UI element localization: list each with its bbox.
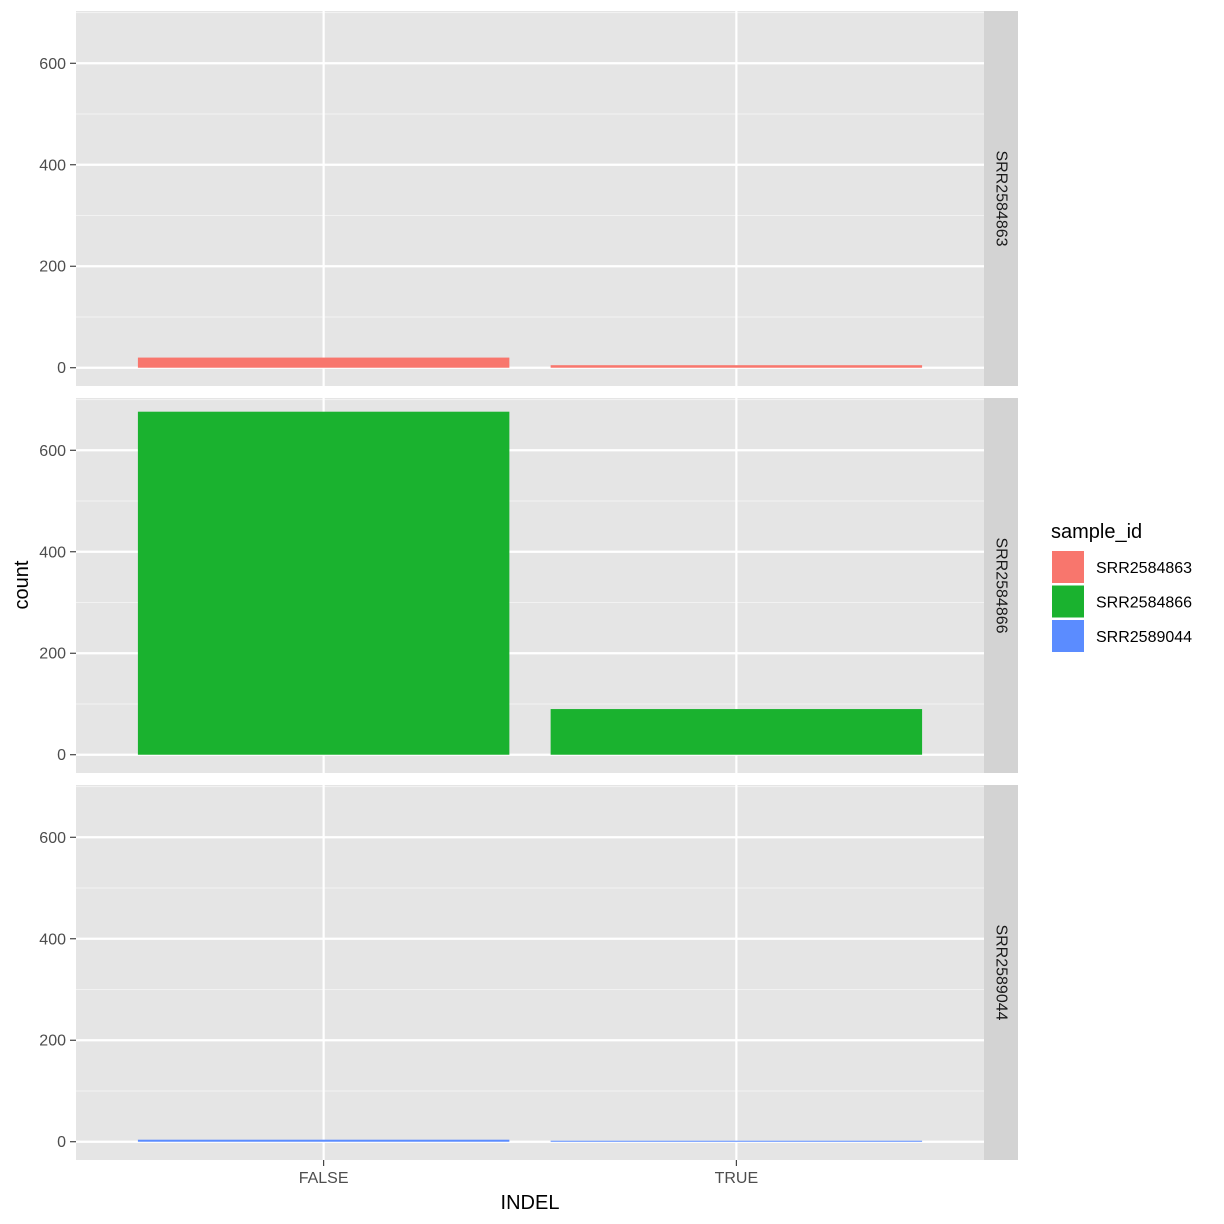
y-tick-label: 400 (39, 157, 66, 174)
bar-SRR2584863-FALSE (137, 357, 510, 368)
facet-strip (984, 11, 1018, 386)
y-tick-label: 600 (39, 443, 66, 460)
legend-label: SRR2589044 (1096, 629, 1192, 646)
bar-SRR2589044-FALSE (137, 1139, 510, 1142)
y-tick-label: 200 (39, 259, 66, 276)
y-tick-label: 0 (57, 360, 66, 377)
bar-SRR2584866-FALSE (137, 411, 510, 755)
legend-label: SRR2584866 (1096, 595, 1192, 612)
y-axis-title: count (11, 560, 33, 609)
x-tick-label: TRUE (715, 1170, 759, 1187)
y-tick-label: 0 (57, 1134, 66, 1151)
y-tick-label: 600 (39, 56, 66, 73)
facet-strip-label: SRR2584866 (993, 537, 1010, 633)
x-tick-label: FALSE (299, 1170, 349, 1187)
y-tick-label: 400 (39, 544, 66, 561)
bar-SRR2584866-TRUE (550, 709, 923, 755)
facet-strip-label: SRR2589044 (993, 924, 1010, 1020)
legend-key-SRR2589044 (1052, 620, 1084, 652)
legend-label: SRR2584863 (1096, 560, 1192, 577)
facet-strip-label: SRR2584863 (993, 150, 1010, 246)
y-tick-label: 200 (39, 646, 66, 663)
legend-key-SRR2584863 (1052, 551, 1084, 583)
bar-SRR2589044-TRUE (550, 1140, 923, 1142)
facet-strip (984, 398, 1018, 773)
y-tick-label: 400 (39, 931, 66, 948)
facet-strip (984, 785, 1018, 1160)
legend-key-SRR2584866 (1052, 585, 1084, 618)
y-tick-label: 0 (57, 747, 66, 764)
y-tick-label: 600 (39, 830, 66, 847)
x-axis-title: INDEL (501, 1192, 560, 1214)
bar-SRR2584863-TRUE (550, 365, 923, 368)
panel-background (76, 11, 984, 386)
y-tick-label: 200 (39, 1033, 66, 1050)
legend-title: sample_id (1051, 521, 1142, 543)
panel-background (76, 785, 984, 1160)
